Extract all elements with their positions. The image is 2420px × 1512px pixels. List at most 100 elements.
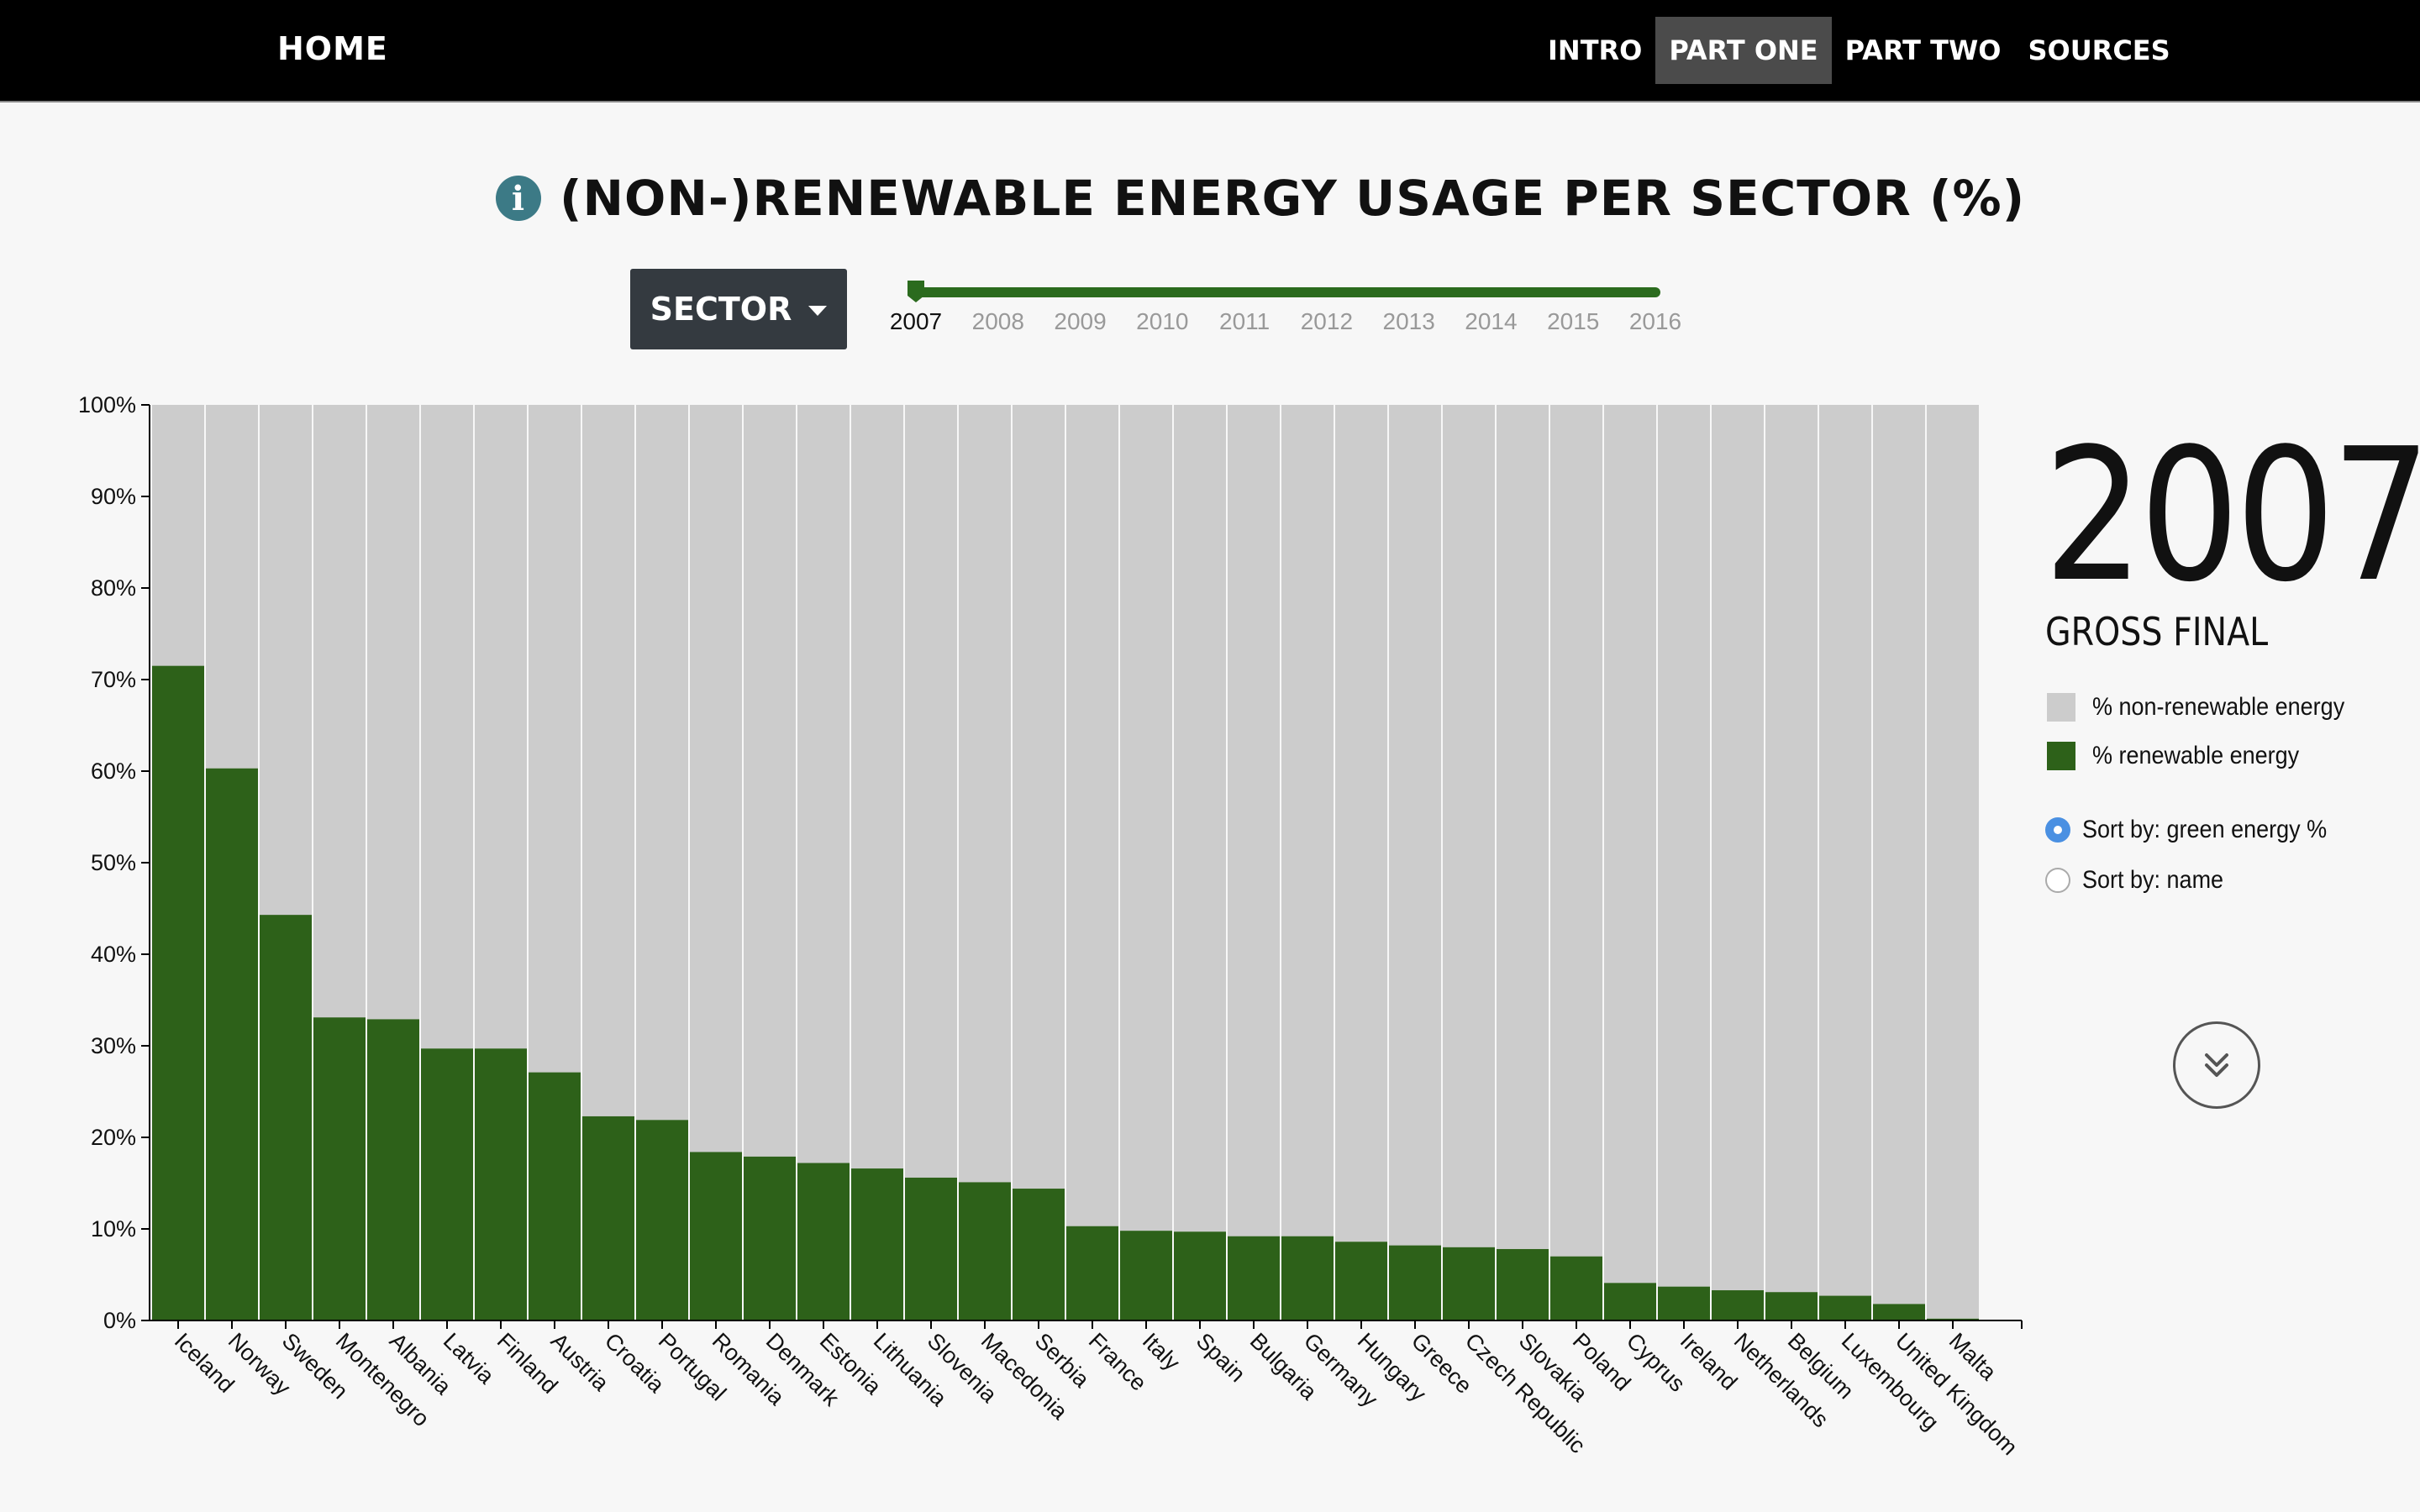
bar-renewable[interactable]	[1066, 1226, 1118, 1320]
nav-home-link[interactable]: HOME	[277, 30, 388, 67]
bar-non-renewable[interactable]	[421, 405, 473, 1049]
bar-renewable[interactable]	[1389, 1245, 1441, 1320]
bar-group[interactable]	[1927, 405, 1979, 1320]
bar-group[interactable]	[1765, 405, 1818, 1320]
bar-non-renewable[interactable]	[1873, 405, 1925, 1305]
bar-non-renewable[interactable]	[1443, 405, 1495, 1247]
bar-non-renewable[interactable]	[1819, 405, 1871, 1296]
bar-group[interactable]	[1712, 405, 1764, 1320]
bar-renewable[interactable]	[1765, 1292, 1818, 1320]
bar-group[interactable]	[1873, 405, 1925, 1320]
bar-group[interactable]	[1497, 405, 1549, 1320]
slider-year-label[interactable]: 2013	[1383, 308, 1435, 334]
info-icon[interactable]: i	[496, 176, 541, 221]
bar-group[interactable]	[475, 405, 527, 1320]
bar-group[interactable]	[421, 405, 473, 1320]
bar-group[interactable]	[1658, 405, 1710, 1320]
bar-group[interactable]	[1281, 405, 1334, 1320]
bar-renewable[interactable]	[152, 665, 204, 1320]
bar-non-renewable[interactable]	[1120, 405, 1172, 1231]
bar-group[interactable]	[1066, 405, 1118, 1320]
bar-renewable[interactable]	[1873, 1304, 1925, 1320]
bar-group[interactable]	[636, 405, 688, 1320]
bar-group[interactable]	[959, 405, 1011, 1320]
bar-renewable[interactable]	[851, 1168, 903, 1320]
bar-renewable[interactable]	[1819, 1295, 1871, 1320]
bar-non-renewable[interactable]	[1927, 405, 1979, 1319]
year-slider[interactable]: 2007 2008 2009 2010 2011 2012 2013 2014 2015 2016	[874, 277, 1697, 353]
bar-renewable[interactable]	[1927, 1318, 1979, 1320]
bar-group[interactable]	[1013, 405, 1065, 1320]
bar-group[interactable]	[1819, 405, 1871, 1320]
bar-renewable[interactable]	[1604, 1283, 1656, 1320]
bar-non-renewable[interactable]	[905, 405, 957, 1178]
bar-non-renewable[interactable]	[1174, 405, 1226, 1232]
bar-group[interactable]	[313, 405, 366, 1320]
bar-non-renewable[interactable]	[1497, 405, 1549, 1249]
slider-year-label[interactable]: 2015	[1547, 308, 1599, 334]
bar-non-renewable[interactable]	[1658, 405, 1710, 1287]
scroll-down-button[interactable]	[2173, 1021, 2260, 1109]
bar-renewable[interactable]	[1174, 1231, 1226, 1320]
slider-year-label[interactable]: 2010	[1136, 308, 1188, 334]
bar-group[interactable]	[206, 405, 258, 1320]
bar-non-renewable[interactable]	[636, 405, 688, 1121]
bar-non-renewable[interactable]	[529, 405, 581, 1073]
bar-renewable[interactable]	[206, 768, 258, 1320]
bar-non-renewable[interactable]	[851, 405, 903, 1169]
bar-group[interactable]	[851, 405, 903, 1320]
sort-by-name-radio[interactable]: Sort by: name	[2045, 864, 2239, 897]
bar-group[interactable]	[1335, 405, 1387, 1320]
bar-non-renewable[interactable]	[152, 405, 204, 666]
bar-group[interactable]	[797, 405, 850, 1320]
bar-non-renewable[interactable]	[1712, 405, 1764, 1291]
bar-renewable[interactable]	[1443, 1247, 1495, 1320]
bar-renewable[interactable]	[260, 915, 312, 1320]
bar-group[interactable]	[529, 405, 581, 1320]
bar-non-renewable[interactable]	[367, 405, 419, 1020]
bar-non-renewable[interactable]	[1013, 405, 1065, 1189]
bar-renewable[interactable]	[529, 1072, 581, 1320]
radio-button[interactable]	[2045, 868, 2070, 893]
bar-renewable[interactable]	[421, 1048, 473, 1320]
bar-renewable[interactable]	[1712, 1290, 1764, 1320]
bar-non-renewable[interactable]	[1335, 405, 1387, 1242]
bar-renewable[interactable]	[1497, 1248, 1549, 1320]
slider-year-label[interactable]: 2012	[1301, 308, 1353, 334]
bar-renewable[interactable]	[313, 1017, 366, 1320]
slider-handle[interactable]	[908, 281, 924, 302]
bar-non-renewable[interactable]	[1765, 405, 1818, 1293]
bar-non-renewable[interactable]	[1066, 405, 1118, 1226]
bar-renewable[interactable]	[797, 1163, 850, 1320]
bar-group[interactable]	[905, 405, 957, 1320]
bar-group[interactable]	[1120, 405, 1172, 1320]
slider-year-label[interactable]: 2011	[1219, 308, 1270, 334]
sort-by-green-radio[interactable]: Sort by: green energy %	[2045, 813, 2354, 847]
slider-year-label[interactable]: 2009	[1054, 308, 1106, 334]
bar-non-renewable[interactable]	[475, 405, 527, 1049]
bar-renewable[interactable]	[905, 1177, 957, 1320]
slider-year-label[interactable]: 2016	[1629, 308, 1681, 334]
bar-renewable[interactable]	[1013, 1189, 1065, 1320]
bar-group[interactable]	[744, 405, 796, 1320]
nav-item-sources[interactable]: SOURCES	[2028, 34, 2170, 66]
bar-group[interactable]	[152, 405, 204, 1320]
bar-group[interactable]	[1443, 405, 1495, 1320]
bar-renewable[interactable]	[475, 1048, 527, 1320]
bar-group[interactable]	[1604, 405, 1656, 1320]
bar-non-renewable[interactable]	[797, 405, 850, 1163]
bar-non-renewable[interactable]	[959, 405, 1011, 1183]
bar-group[interactable]	[1389, 405, 1441, 1320]
bar-non-renewable[interactable]	[1604, 405, 1656, 1284]
nav-item-intro[interactable]: INTRO	[1548, 34, 1643, 66]
bar-group[interactable]	[260, 405, 312, 1320]
bar-renewable[interactable]	[744, 1156, 796, 1320]
slider-year-label[interactable]: 2008	[972, 308, 1024, 334]
bar-group[interactable]	[582, 405, 634, 1320]
slider-year-label[interactable]: 2014	[1465, 308, 1517, 334]
bar-non-renewable[interactable]	[1550, 405, 1602, 1257]
bar-non-renewable[interactable]	[744, 405, 796, 1157]
bar-renewable[interactable]	[367, 1019, 419, 1320]
bar-non-renewable[interactable]	[206, 405, 258, 769]
slider-year-label[interactable]: 2007	[890, 308, 942, 334]
